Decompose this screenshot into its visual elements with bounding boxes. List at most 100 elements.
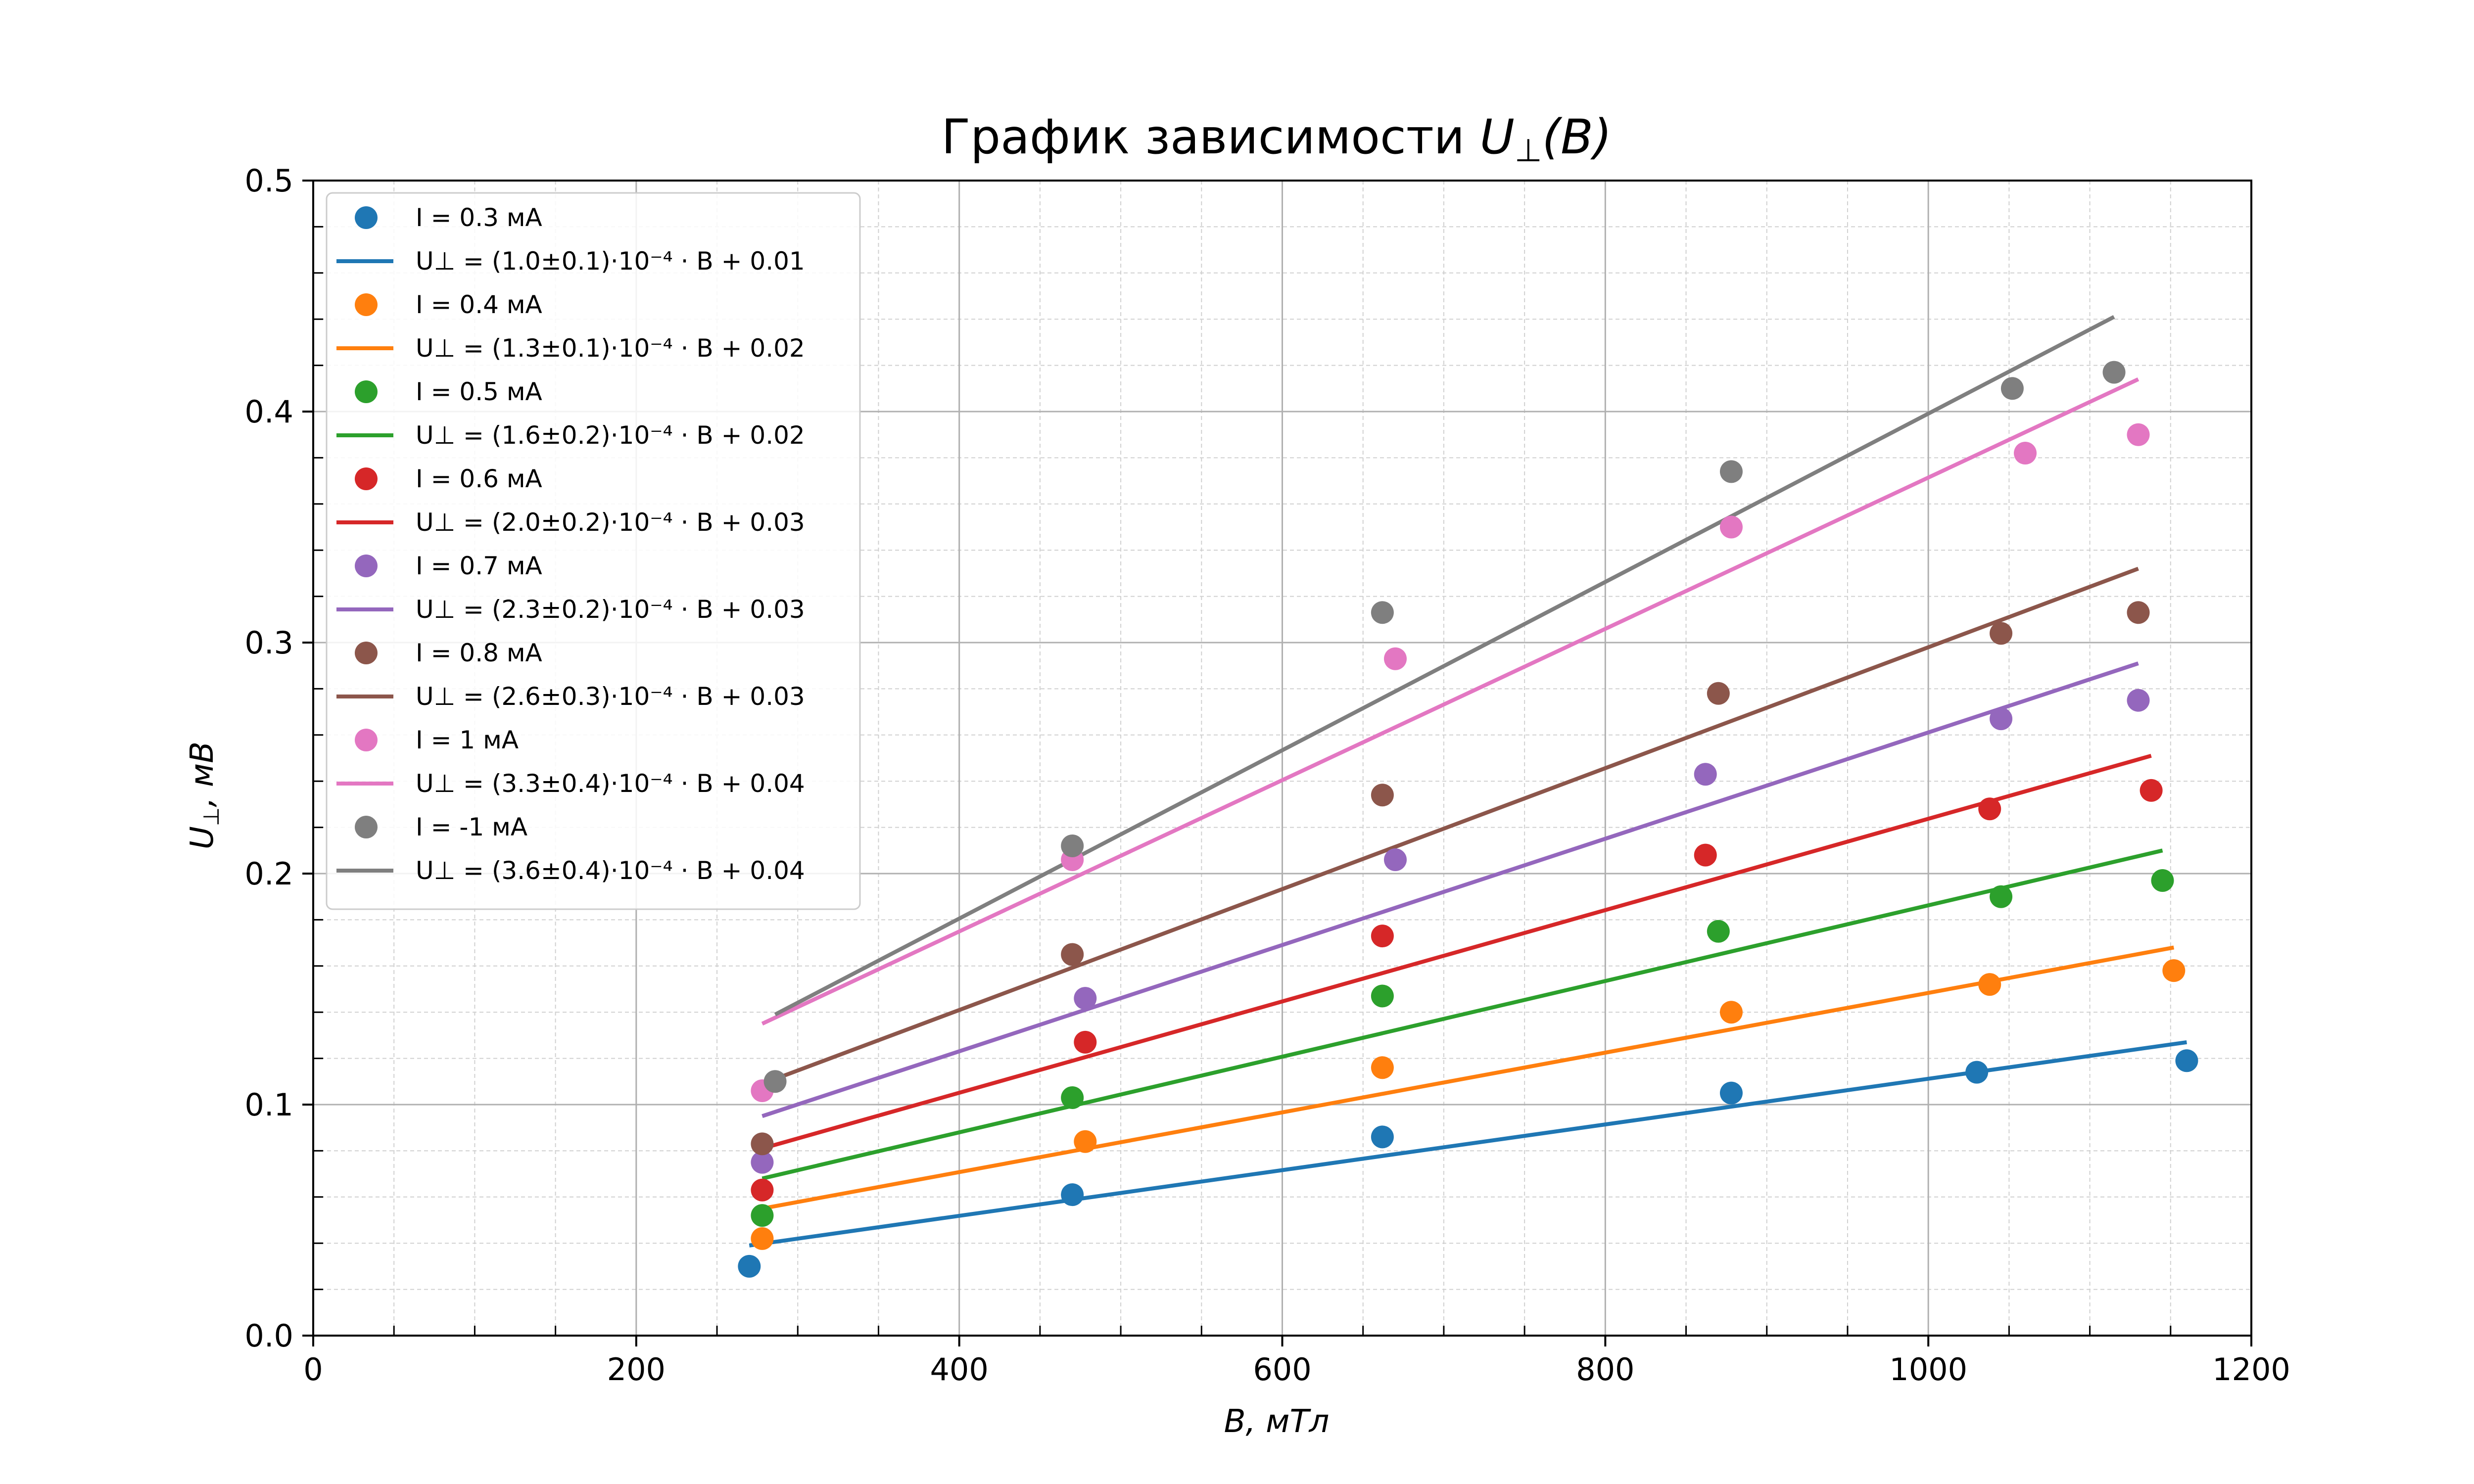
data-points	[738, 361, 2198, 1278]
data-point-series-1	[1074, 1130, 1097, 1153]
legend-marker-5	[355, 642, 378, 664]
y-tick-labels: 0.0 0.1 0.2 0.3 0.4 0.5	[244, 163, 293, 1354]
legend-label-points-1: I = 0.4 мА	[416, 290, 542, 319]
legend-marker-1	[355, 293, 378, 316]
data-point-series-0	[1719, 1081, 1743, 1105]
data-point-series-7	[2102, 361, 2126, 384]
legend-label-points-3: I = 0.6 мА	[416, 464, 542, 493]
y-tick-label: 0.5	[244, 163, 293, 199]
data-point-series-3	[1978, 797, 2001, 821]
legend-label-fit-5: U⊥ = (2.6±0.3)·10⁻⁴ · B + 0.03	[416, 682, 805, 711]
data-point-series-0	[1061, 1183, 1084, 1206]
data-point-series-4	[1694, 763, 1717, 786]
legend-marker-4	[355, 555, 378, 577]
x-tick-label: 600	[1253, 1351, 1311, 1388]
data-point-series-3	[1371, 925, 1394, 948]
chart-title: График зависимости U⊥(B)	[942, 109, 1612, 169]
data-point-series-7	[1061, 834, 1084, 857]
x-tick-label: 1000	[1889, 1351, 1967, 1388]
x-tick-label: 1200	[2212, 1351, 2290, 1388]
x-tick-labels: 0 200 400 600 800 1000 1200	[303, 1351, 2290, 1388]
data-point-series-2	[1061, 1086, 1084, 1109]
data-point-series-2	[1707, 920, 1730, 943]
data-point-series-1	[1719, 1001, 1743, 1024]
data-point-series-3	[751, 1178, 774, 1202]
y-tick-label: 0.1	[244, 1087, 293, 1123]
fit-line-series-3	[761, 753, 2152, 1151]
x-tick-label: 400	[930, 1351, 988, 1388]
y-axis-label: U⊥, мВ	[184, 742, 224, 849]
legend-label-fit-4: U⊥ = (2.3±0.2)·10⁻⁴ · B + 0.03	[416, 595, 805, 624]
data-point-series-7	[1719, 460, 1743, 483]
data-point-series-6	[2014, 442, 2037, 465]
legend-label-points-0: I = 0.3 мА	[416, 203, 542, 232]
data-point-series-5	[1061, 943, 1084, 966]
y-tick-label: 0.3	[244, 625, 293, 661]
data-point-series-4	[2127, 689, 2150, 712]
fit-line-series-2	[761, 848, 2163, 1181]
data-point-series-5	[1707, 682, 1730, 705]
legend-label-fit-2: U⊥ = (1.6±0.2)·10⁻⁴ · B + 0.02	[416, 421, 805, 450]
data-point-series-7	[763, 1070, 787, 1093]
data-point-series-6	[1383, 647, 1407, 670]
legend-label-fit-6: U⊥ = (3.3±0.4)·10⁻⁴ · B + 0.04	[416, 769, 805, 798]
fit-line-series-1	[761, 945, 2175, 1211]
legend-label-points-6: I = 1 мА	[416, 726, 519, 754]
data-point-series-7	[2000, 377, 2024, 400]
data-point-series-4	[1383, 848, 1407, 871]
fit-lines	[749, 315, 2187, 1248]
data-point-series-0	[1371, 1125, 1394, 1149]
y-tick-label: 0.0	[244, 1318, 293, 1354]
data-point-series-4	[1990, 707, 2013, 731]
data-point-series-2	[751, 1204, 774, 1227]
fit-line-series-5	[761, 566, 2139, 1086]
data-point-series-2	[1990, 885, 2013, 908]
legend-label-points-5: I = 0.8 мА	[416, 639, 542, 667]
data-point-series-3	[1074, 1030, 1097, 1054]
legend-label-points-7: I = -1 мА	[416, 813, 527, 841]
x-tick-label: 0	[303, 1351, 323, 1388]
data-point-series-0	[1965, 1061, 1989, 1084]
data-point-series-5	[1990, 622, 2013, 645]
data-point-series-0	[2175, 1049, 2198, 1072]
legend-marker-0	[355, 206, 378, 229]
data-point-series-2	[2151, 869, 2174, 892]
data-point-series-4	[1074, 987, 1097, 1010]
data-point-series-4	[751, 1151, 774, 1174]
legend-marker-7	[355, 816, 378, 838]
data-point-series-7	[1371, 601, 1394, 624]
data-point-series-1	[1371, 1056, 1394, 1079]
data-point-series-5	[1371, 784, 1394, 807]
data-point-series-1	[1978, 973, 2001, 996]
legend-label-fit-3: U⊥ = (2.0±0.2)·10⁻⁴ · B + 0.03	[416, 508, 805, 537]
fit-line-series-7	[774, 315, 2115, 1017]
fit-line-series-0	[749, 1040, 2187, 1248]
y-tick-label: 0.2	[244, 856, 293, 892]
data-point-series-5	[751, 1132, 774, 1156]
legend-label-fit-0: U⊥ = (1.0±0.1)·10⁻⁴ · B + 0.01	[416, 247, 805, 276]
legend-label-points-2: I = 0.5 мА	[416, 377, 542, 406]
legend-label-fit-7: U⊥ = (3.6±0.4)·10⁻⁴ · B + 0.04	[416, 856, 805, 885]
legend-box	[326, 192, 861, 910]
axis-ticks	[302, 180, 2252, 1346]
fit-line-series-6	[761, 377, 2140, 1026]
data-point-series-6	[2127, 423, 2150, 446]
data-point-series-1	[751, 1227, 774, 1250]
y-tick-label: 0.4	[244, 394, 293, 430]
data-point-series-5	[2127, 601, 2150, 624]
x-tick-label: 200	[607, 1351, 666, 1388]
legend-label-points-4: I = 0.7 мА	[416, 552, 542, 580]
legend-marker-6	[355, 729, 378, 751]
data-point-series-2	[1371, 984, 1394, 1008]
data-point-series-1	[2162, 959, 2186, 982]
x-tick-label: 800	[1576, 1351, 1634, 1388]
data-point-series-0	[738, 1254, 761, 1278]
data-point-series-3	[1694, 843, 1717, 867]
data-point-series-3	[2140, 779, 2163, 802]
legend: I = 0.3 мА U⊥ = (1.0±0.1)·10⁻⁴ · B + 0.01…	[326, 192, 861, 910]
legend-marker-2	[355, 380, 378, 403]
fit-line-series-4	[761, 661, 2139, 1118]
data-point-series-6	[1719, 515, 1743, 539]
legend-marker-3	[355, 467, 378, 490]
